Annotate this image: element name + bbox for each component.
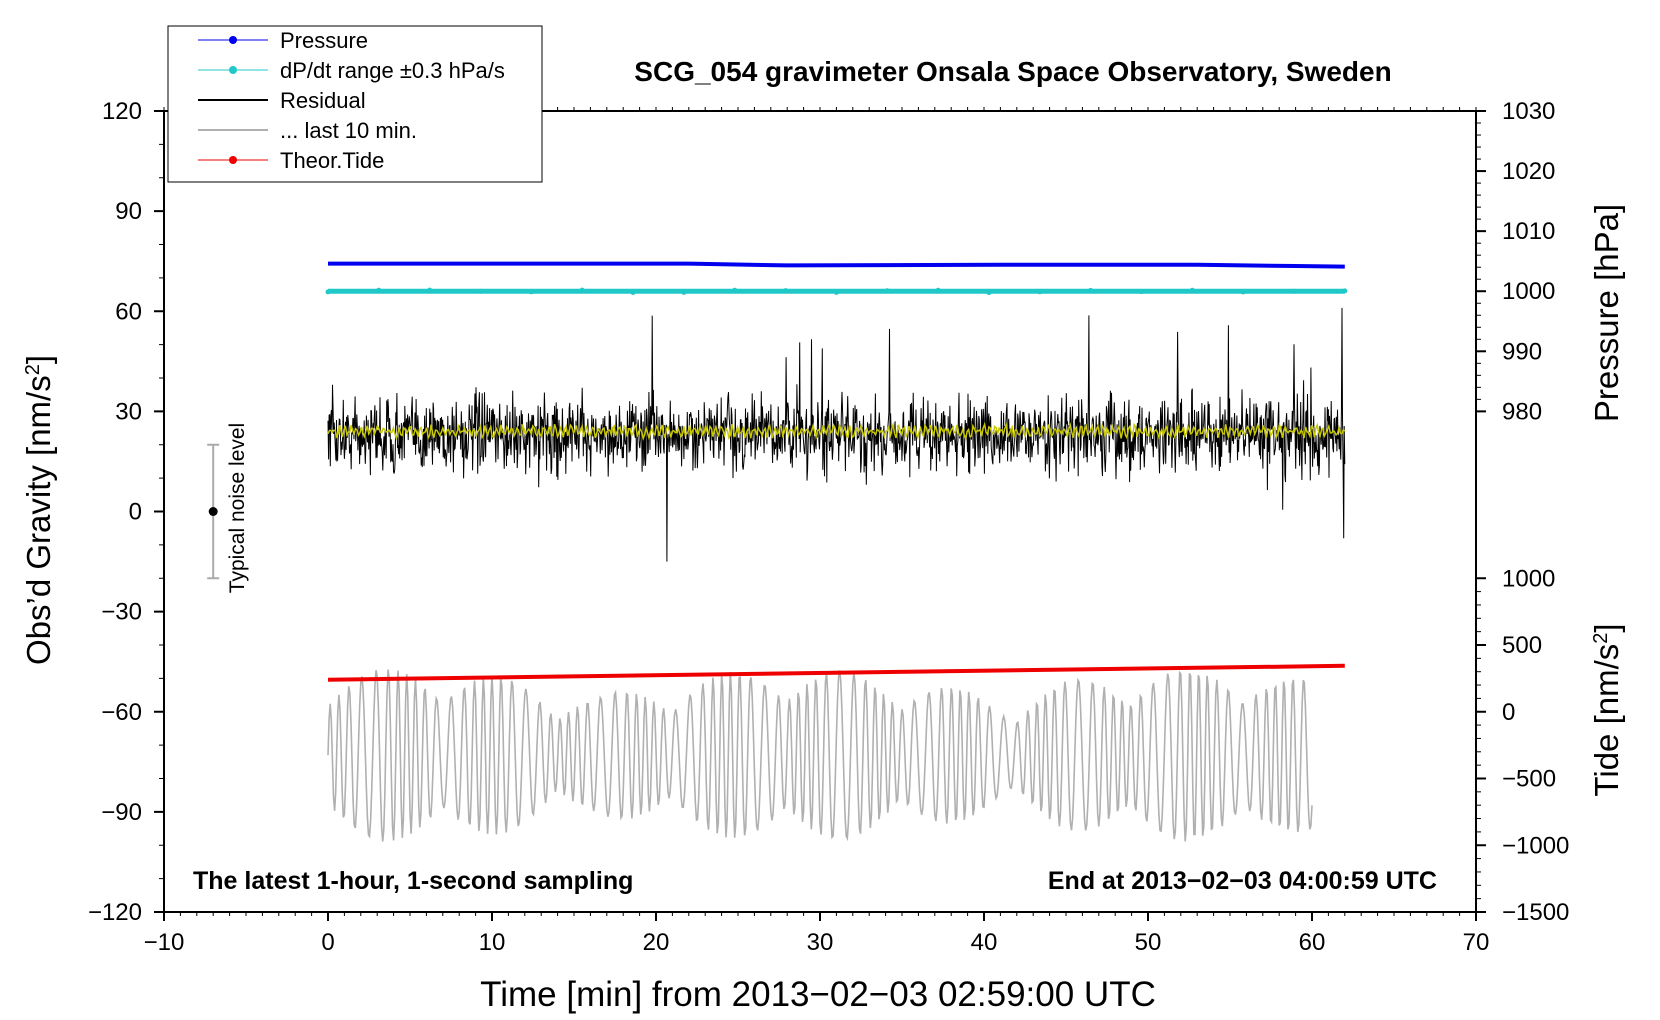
- legend-label-last10: ... last 10 min.: [280, 118, 417, 143]
- legend-entry-tide: Theor.Tide: [198, 148, 384, 173]
- chart-title: SCG_054 gravimeter Onsala Space Observat…: [634, 56, 1391, 87]
- residual-series: [327, 307, 1346, 562]
- y-tick-label: 30: [115, 398, 142, 425]
- legend-entry-last10: ... last 10 min.: [198, 118, 417, 143]
- x-tick-label: 30: [807, 929, 834, 956]
- x-tick-label: −10: [144, 929, 185, 956]
- pressure-axis-label: Pressure [hPa]: [1588, 204, 1625, 422]
- dpdt-series-point: [1088, 287, 1094, 293]
- y-tick-label: −120: [88, 899, 142, 926]
- y-tick-label: 90: [115, 198, 142, 225]
- x-tick-label: 50: [1135, 929, 1162, 956]
- pressure-tick-label: 1020: [1502, 158, 1555, 185]
- legend-entry-residual: Residual: [198, 88, 366, 113]
- tide-tick-label: 0: [1502, 699, 1515, 726]
- dpdt-series-point: [833, 289, 839, 295]
- legend-dot-dpdt: [229, 66, 237, 74]
- pressure-tick-label: 1000: [1502, 278, 1555, 305]
- legend: Pressure dP/dt range ±0.3 hPa/s Residual…: [167, 25, 543, 183]
- x-tick-label: 10: [479, 929, 506, 956]
- legend-dot-tide: [229, 156, 237, 164]
- y-tick-label: −30: [101, 599, 142, 626]
- dpdt-series-point: [732, 287, 738, 293]
- tide-tick-label: 1000: [1502, 565, 1555, 592]
- pressure-tick-label: 980: [1502, 398, 1542, 425]
- dpdt-series-point: [1240, 289, 1246, 295]
- sampling-annotation: The latest 1-hour, 1-second sampling: [193, 867, 633, 895]
- pressure-tick-label: 990: [1502, 338, 1542, 365]
- legend-box: [167, 25, 543, 183]
- dpdt-series-point: [1342, 288, 1348, 294]
- dpdt-series-point: [783, 288, 789, 294]
- dpdt-series-point: [1037, 289, 1043, 295]
- last-10-min-series: [327, 669, 1313, 842]
- dpdt-series-point: [579, 287, 585, 293]
- x-axis-label: Time [min] from 2013−02−03 02:59:00 UTC: [480, 975, 1156, 1014]
- smoothed-residual-series: [327, 421, 1346, 442]
- tide-axis-label: Tide [nm/s2]: [1588, 623, 1625, 796]
- y-tick-label: −60: [101, 699, 142, 726]
- x-tick-label: 20: [643, 929, 670, 956]
- legend-label-residual: Residual: [280, 88, 366, 113]
- tide-tick-label: −1000: [1502, 832, 1569, 859]
- tide-series: [327, 663, 1345, 682]
- y-tick-label: 120: [102, 98, 142, 125]
- pressure-tick-label: 1010: [1502, 218, 1555, 245]
- pressure-series: [328, 261, 1345, 269]
- x-tick-label: 40: [971, 929, 998, 956]
- dpdt-series-point: [376, 287, 382, 293]
- x-tick-label: 60: [1299, 929, 1326, 956]
- legend-dot-pressure: [229, 36, 237, 44]
- dpdt-series-point: [630, 290, 636, 295]
- noise-center-point: [208, 507, 218, 516]
- y-tick-label: 0: [129, 499, 142, 526]
- dpdt-series-point: [1138, 289, 1144, 295]
- dpdt-series-point: [325, 289, 331, 295]
- legend-entry-pressure: Pressure: [198, 28, 368, 53]
- legend-label-tide: Theor.Tide: [280, 148, 384, 173]
- legend-label-pressure: Pressure: [280, 28, 368, 53]
- x-tick-label: 0: [321, 929, 334, 956]
- dpdt-series-point: [1189, 287, 1195, 293]
- dpdt-series-point: [528, 289, 534, 295]
- dpdt-series-point: [884, 288, 890, 294]
- y-axis-label: Obs’d Gravity [nm/s2]: [20, 355, 57, 665]
- dpdt-series-point: [681, 289, 687, 295]
- dpdt-series-point: [427, 287, 433, 293]
- dpdt-series-point: [1291, 288, 1297, 294]
- dpdt-series-point: [478, 288, 483, 294]
- y-tick-label: 60: [115, 298, 142, 325]
- tide-tick-label: −500: [1502, 766, 1556, 793]
- pressure-tick-label: 1030: [1502, 98, 1555, 125]
- noise-level-label: Typical noise level: [226, 423, 249, 593]
- x-tick-label: 70: [1463, 929, 1490, 956]
- y-tick-label: −90: [101, 799, 142, 826]
- tide-tick-label: −1500: [1502, 899, 1569, 926]
- legend-entry-dpdt: dP/dt range ±0.3 hPa/s: [198, 58, 505, 83]
- plot-frame: [163, 110, 1477, 913]
- dpdt-series-point: [986, 290, 992, 296]
- end-time-annotation-text: End at 2013−02−03 04:00:59 UTC: [1048, 867, 1437, 895]
- legend-label-dpdt: dP/dt range ±0.3 hPa/s: [280, 58, 505, 83]
- dpdt-series-point: [935, 287, 941, 293]
- tide-tick-label: 500: [1502, 632, 1542, 659]
